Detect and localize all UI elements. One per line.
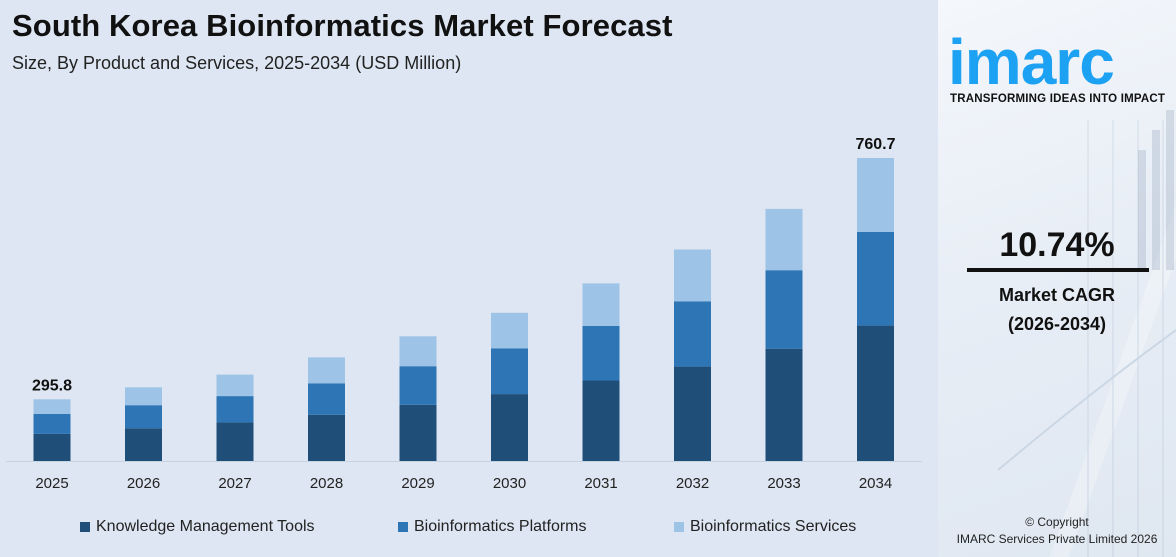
brand-wordmark: imarc xyxy=(948,26,1114,92)
chart-panel: South Korea Bioinformatics Market Foreca… xyxy=(0,0,938,557)
cagr-label: Market CAGR xyxy=(998,285,1116,305)
x-tick-label: 2031 xyxy=(584,475,617,492)
cagr-period: (2026-2034) xyxy=(1007,314,1107,334)
bar-segment xyxy=(308,414,345,461)
bar-segment xyxy=(765,270,803,349)
bar-segment xyxy=(216,422,254,461)
cagr-value: 10.74% xyxy=(999,226,1115,264)
bar-segment xyxy=(125,405,162,429)
x-tick-label: 2025 xyxy=(35,475,68,492)
bar-segment xyxy=(33,414,71,434)
bar-segment xyxy=(399,404,437,461)
side-panel: imarc TRANSFORMING IDEAS INTO IMPACT 10.… xyxy=(938,0,1176,557)
legend-swatch xyxy=(80,522,90,532)
x-tick-label: 2030 xyxy=(493,475,526,492)
brand-tagline: TRANSFORMING IDEAS INTO IMPACT xyxy=(950,93,1166,105)
company-name: IMARC Services Private Limited 2026 xyxy=(956,532,1158,546)
copyright-notice: © Copyright xyxy=(1025,515,1089,529)
bar-segment xyxy=(674,366,711,461)
legend-swatch xyxy=(674,522,684,532)
bar-segment xyxy=(857,325,894,461)
bar-segment xyxy=(582,283,620,326)
cagr-divider xyxy=(967,268,1149,272)
bar-segment xyxy=(765,348,803,461)
bar-segment xyxy=(125,428,162,461)
legend-item: Bioinformatics Services xyxy=(674,518,856,536)
chart-subtitle: Size, By Product and Services, 2025-2034… xyxy=(12,53,462,73)
bar-segment xyxy=(33,399,71,414)
total-data-label: 760.7 xyxy=(855,136,895,153)
stacked-bar-chart: 2025 2026 2027 2028 2029 2030 2031 2032 2033 2034… xyxy=(6,136,922,492)
bar-segment xyxy=(125,387,162,406)
chart-legend: Knowledge Management Tools Bioinformatics… xyxy=(0,518,938,540)
bar-segment xyxy=(857,232,894,326)
legend-item: Knowledge Management Tools xyxy=(80,518,315,536)
bar-segment xyxy=(216,374,254,397)
legend-label: Bioinformatics Platforms xyxy=(414,518,587,535)
bar-segment xyxy=(399,366,437,405)
legend-label: Bioinformatics Services xyxy=(690,518,857,535)
x-tick-label: 2028 xyxy=(310,475,343,492)
x-tick-label: 2032 xyxy=(676,475,709,492)
bar-segment xyxy=(491,348,528,395)
bar-segment xyxy=(674,301,711,367)
imarc-logo: imarc xyxy=(948,26,1115,92)
bar-segment xyxy=(857,158,894,232)
bar-segment xyxy=(308,357,345,384)
bar-segment xyxy=(216,396,254,423)
bar-segment xyxy=(582,380,620,461)
chart-title: South Korea Bioinformatics Market Foreca… xyxy=(12,8,673,43)
bar-segment xyxy=(33,433,71,461)
bar-segment xyxy=(308,383,345,415)
bar-segment xyxy=(582,326,620,381)
bar-segment xyxy=(491,312,528,349)
x-tick-label: 2029 xyxy=(401,475,434,492)
legend-label: Knowledge Management Tools xyxy=(96,518,315,535)
bar-segment xyxy=(674,249,711,302)
bar-segment xyxy=(765,208,803,271)
total-data-label: 295.8 xyxy=(32,377,72,394)
x-tick-label: 2027 xyxy=(218,475,251,492)
x-tick-label: 2026 xyxy=(127,475,160,492)
bar-segment xyxy=(491,394,528,461)
legend-swatch xyxy=(398,522,408,532)
x-tick-label: 2034 xyxy=(859,475,892,492)
bar-segment xyxy=(399,336,437,367)
background-chart-graphic xyxy=(997,110,1176,557)
x-tick-label: 2033 xyxy=(767,475,800,492)
legend-item: Bioinformatics Platforms xyxy=(398,518,587,536)
